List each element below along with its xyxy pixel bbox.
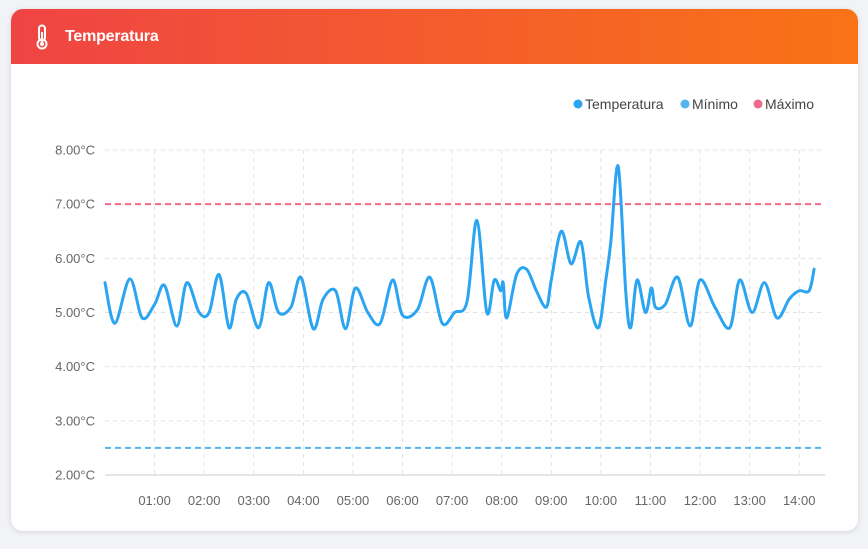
x-tick-label: 14:00 [783, 493, 816, 508]
x-tick-label: 07:00 [436, 493, 469, 508]
y-tick-label: 4.00°C [55, 359, 95, 374]
x-tick-label: 09:00 [535, 493, 568, 508]
y-tick-label: 8.00°C [55, 143, 95, 158]
legend-label: Temperatura [585, 96, 664, 112]
y-tick-label: 5.00°C [55, 305, 95, 320]
x-tick-label: 11:00 [635, 493, 667, 508]
card-title: Temperatura [65, 27, 159, 45]
y-tick-label: 3.00°C [55, 413, 95, 428]
legend-label: Mínimo [692, 96, 738, 112]
thermometer-icon [36, 24, 48, 49]
series [103, 164, 816, 331]
card-header: Temperatura [11, 9, 858, 64]
grid [105, 149, 825, 475]
x-tick-label: 02:00 [188, 493, 221, 508]
x-tick-label: 08:00 [485, 493, 518, 508]
x-tick-label: 13:00 [733, 493, 766, 508]
y-tick-label: 6.00°C [55, 251, 95, 266]
temperature-card: Temperatura 2.00°C 3.00°C 4.00°C 5.00°C 6.00… [11, 9, 858, 531]
x-tick-label: 04:00 [287, 493, 320, 508]
legend-marker [680, 99, 690, 109]
legend-marker [753, 99, 763, 109]
legend[interactable]: Temperatura Mínimo Máximo [573, 96, 815, 112]
legend-label: Máximo [765, 96, 814, 112]
axes: 2.00°C 3.00°C 4.00°C 5.00°C 6.00°C 7.00°C 8.00… [55, 143, 825, 508]
reference-lines [105, 203, 825, 449]
legend-item-0[interactable]: Temperatura [573, 96, 664, 112]
legend-item-1[interactable]: Mínimo [680, 96, 739, 112]
x-tick-label: 05:00 [337, 493, 370, 508]
legend-marker [573, 99, 583, 109]
x-tick-label: 03:00 [237, 493, 270, 508]
x-tick-label: 12:00 [684, 493, 717, 508]
x-tick-label: 10:00 [585, 493, 618, 508]
series-line-temperatura [103, 164, 816, 331]
x-tick-label: 06:00 [386, 493, 419, 508]
y-tick-label: 7.00°C [55, 197, 95, 212]
x-tick-label: 01:00 [138, 493, 171, 508]
temperature-chart: 2.00°C 3.00°C 4.00°C 5.00°C 6.00°C 7.00°C 8.00… [55, 96, 825, 508]
legend-item-2[interactable]: Máximo [753, 96, 815, 112]
y-tick-label: 2.00°C [55, 468, 95, 483]
